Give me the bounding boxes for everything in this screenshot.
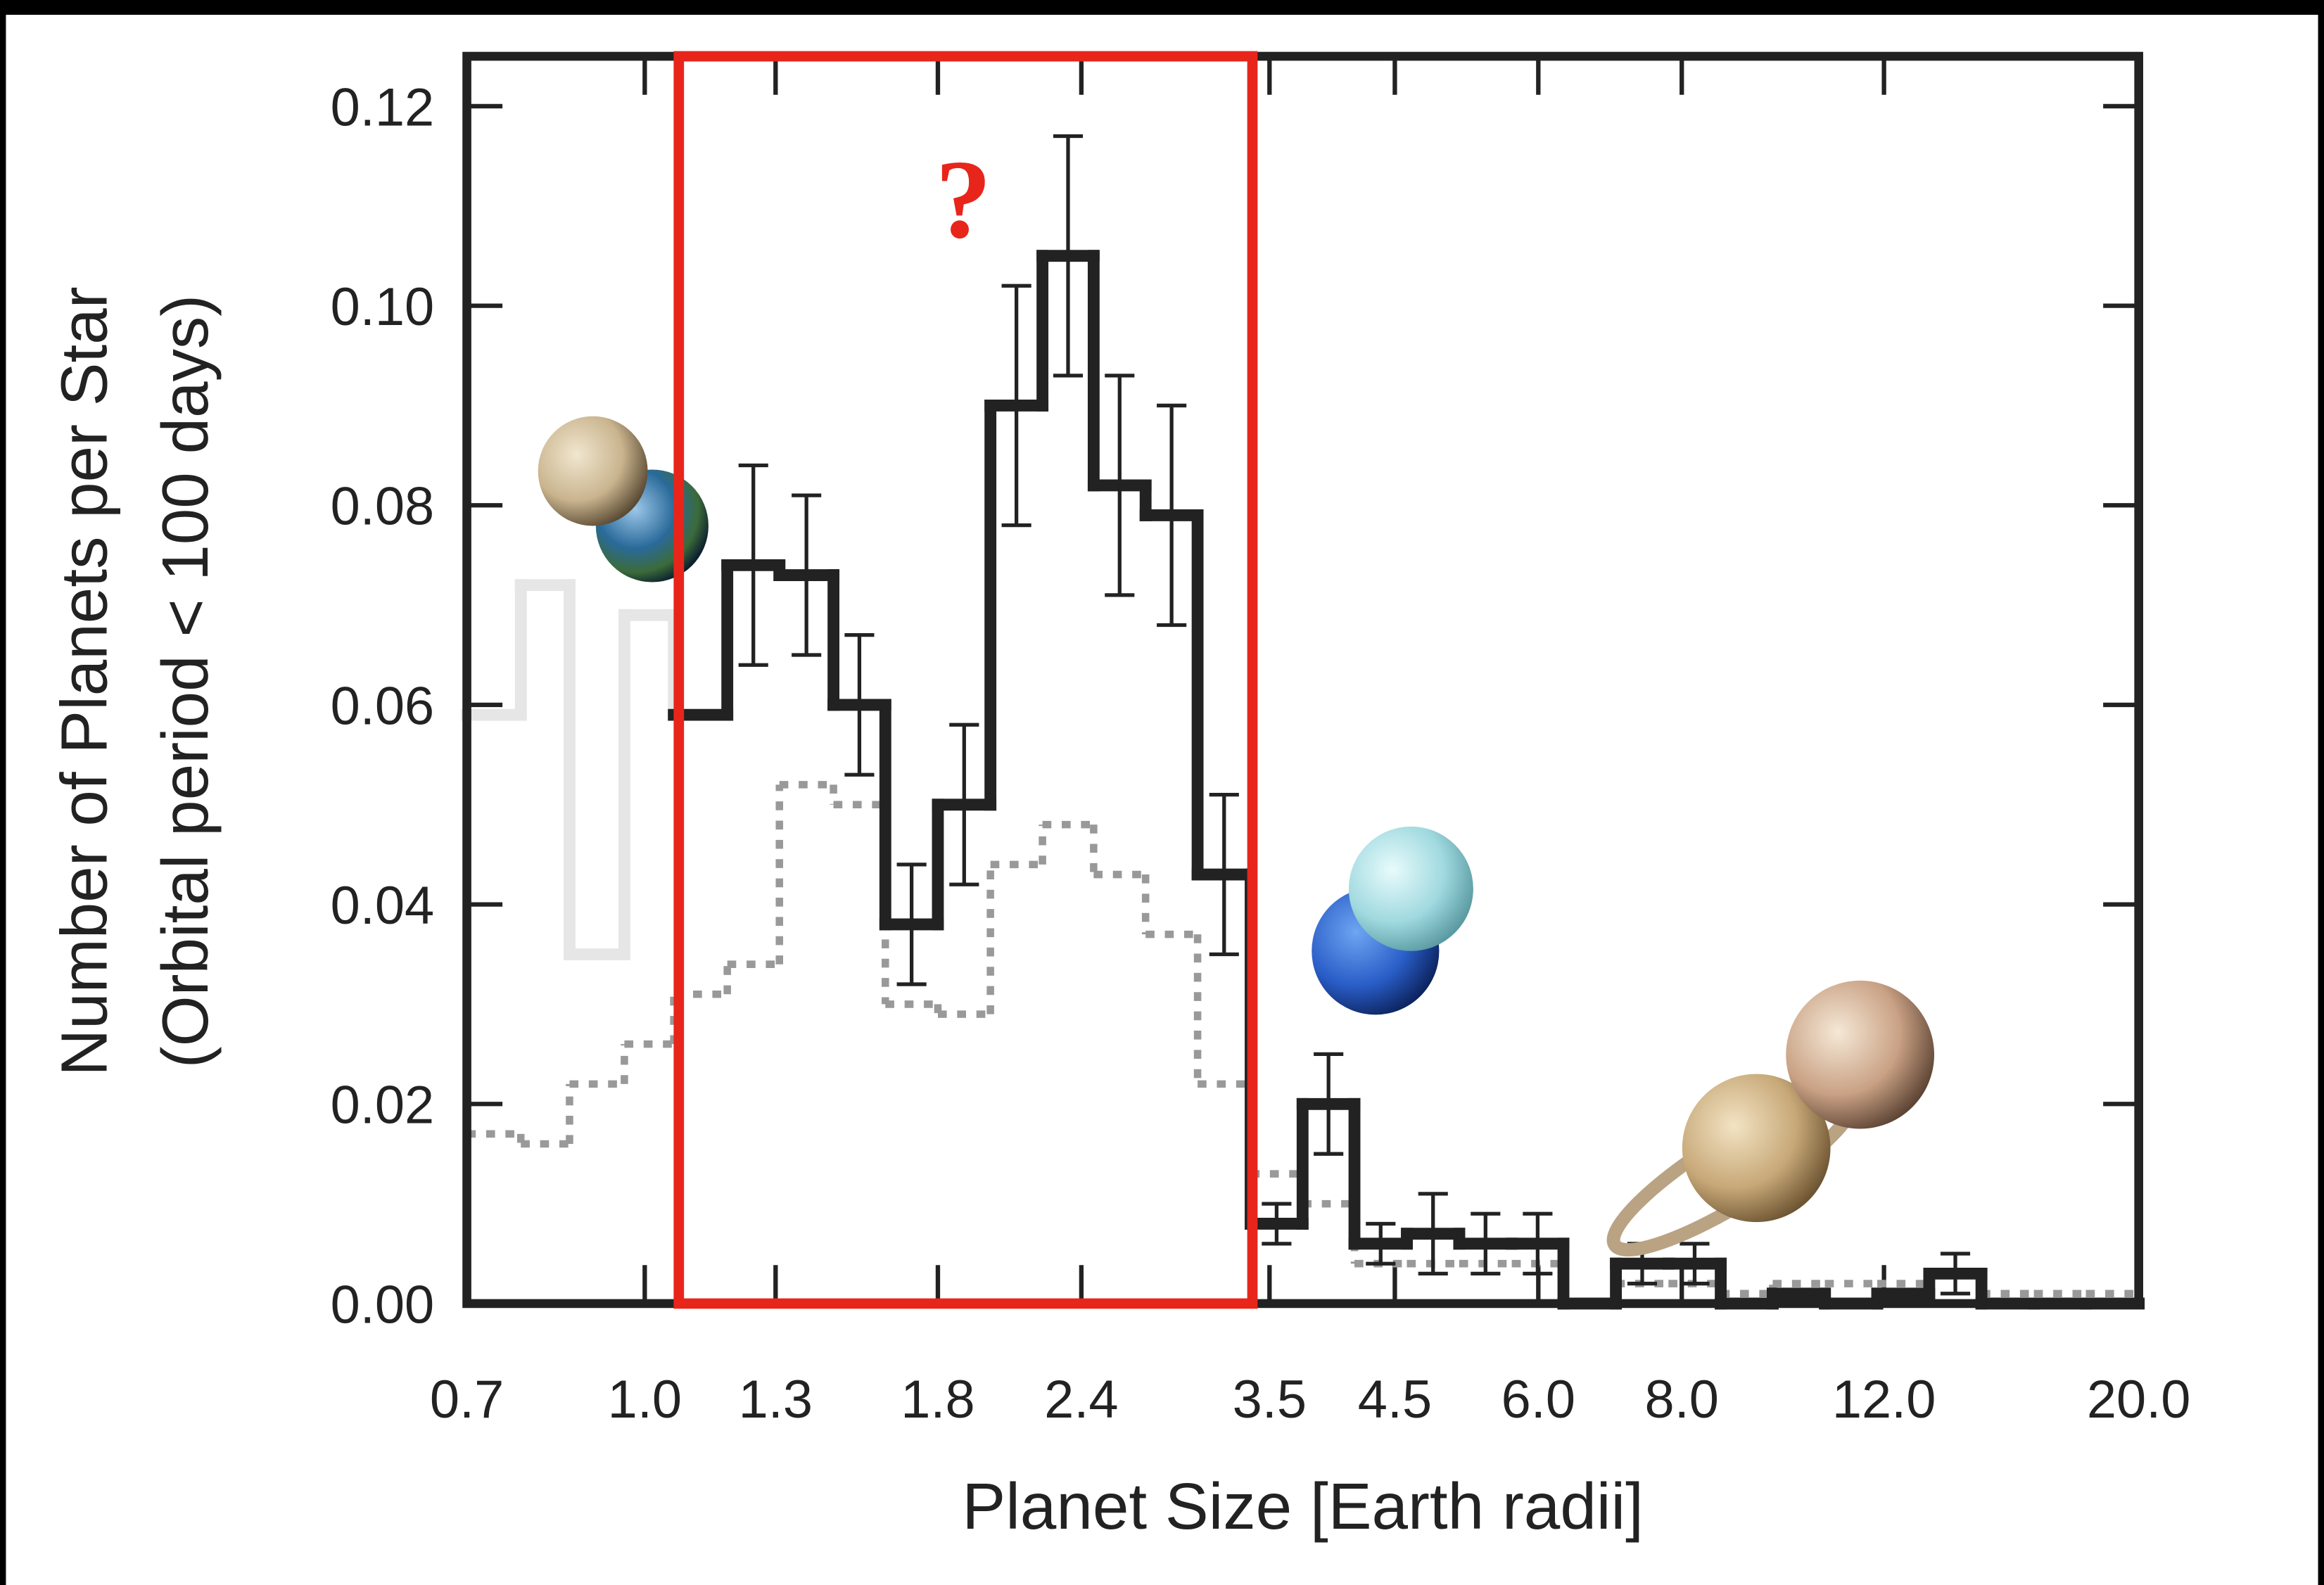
x-tick-label: 2.4 bbox=[1044, 1370, 1118, 1430]
x-tick-label: 0.7 bbox=[430, 1370, 504, 1430]
highlight-box bbox=[673, 51, 1258, 1309]
x-tick-label: 1.3 bbox=[739, 1370, 813, 1430]
y-tick-label: 0.12 bbox=[331, 77, 435, 137]
saturn-icon bbox=[1682, 1074, 1831, 1223]
x-tick-label: 4.5 bbox=[1358, 1370, 1432, 1430]
x-axis-label: Planet Size [Earth radii] bbox=[962, 1470, 1643, 1543]
x-tick-label: 8.0 bbox=[1645, 1370, 1719, 1430]
x-tick-label: 6.0 bbox=[1501, 1370, 1575, 1430]
y-tick-label: 0.02 bbox=[331, 1076, 435, 1135]
x-tick-label: 3.5 bbox=[1233, 1370, 1307, 1430]
x-tick-label: 1.8 bbox=[901, 1370, 974, 1430]
planet-icons bbox=[538, 416, 1934, 1256]
plot-frame bbox=[462, 51, 2144, 1309]
background bbox=[6, 15, 2318, 1585]
uranus-icon bbox=[1348, 826, 1473, 951]
y-axis-label: (Orbital period < 100 days) bbox=[148, 295, 222, 1068]
y-tick-label: 0.04 bbox=[331, 876, 435, 936]
venus-icon bbox=[538, 416, 648, 526]
annotation: ? bbox=[935, 136, 991, 262]
x-tick-label: 20.0 bbox=[2087, 1370, 2191, 1430]
x-tick-label: 1.0 bbox=[608, 1370, 682, 1430]
jupiter-icon bbox=[1786, 980, 1934, 1129]
y-tick-label: 0.06 bbox=[331, 676, 435, 736]
y-tick-label: 0.08 bbox=[331, 477, 435, 537]
x-tick-label: 12.0 bbox=[1832, 1370, 1936, 1430]
y-axis-label: Number of Planets per Star bbox=[48, 286, 121, 1076]
y-tick-label: 0.10 bbox=[331, 277, 435, 337]
y-tick-label: 0.00 bbox=[331, 1275, 435, 1335]
